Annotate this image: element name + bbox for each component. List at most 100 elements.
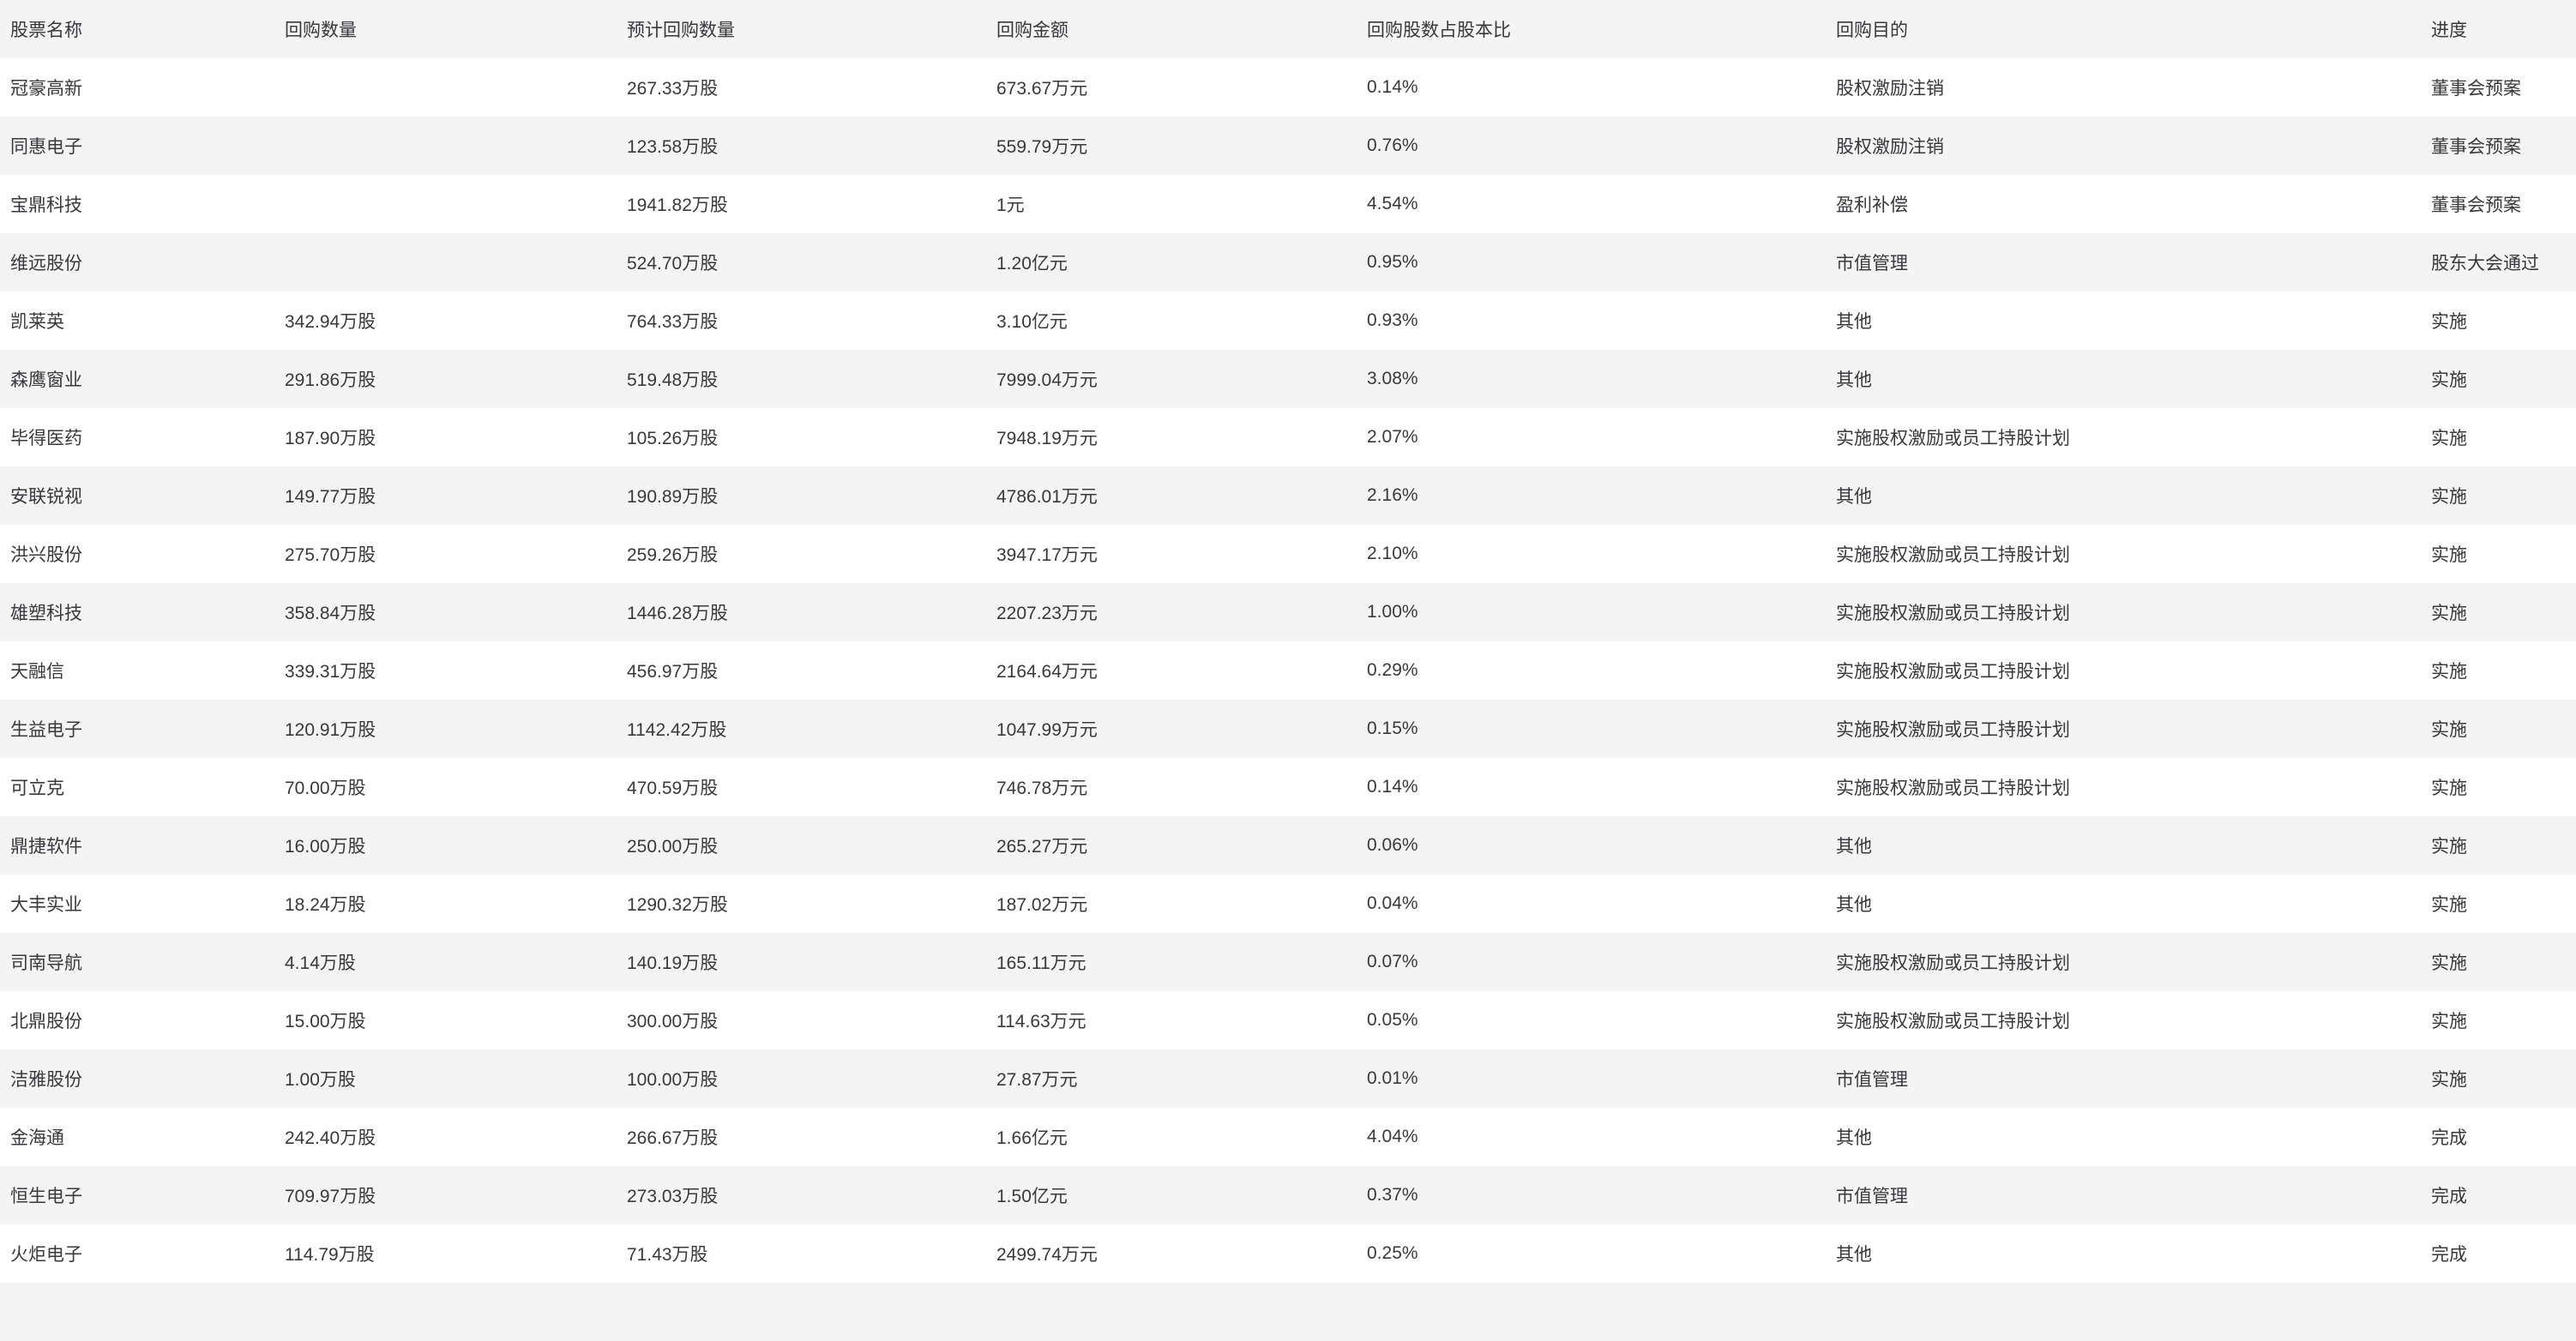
cell-planned-qty: 456.97万股 bbox=[627, 662, 719, 682]
stock-name-link[interactable]: 安联锐视 bbox=[10, 483, 82, 508]
cell-progress: 实施 bbox=[2431, 604, 2467, 623]
stock-name-link[interactable]: 洪兴股份 bbox=[10, 541, 82, 567]
cell-pct-of-equity: 0.93% bbox=[1367, 310, 1418, 330]
cell-purpose: 盈利补偿 bbox=[1836, 195, 1908, 215]
cell-buyback-qty: 342.94万股 bbox=[285, 312, 376, 332]
cell-planned-qty: 105.26万股 bbox=[627, 429, 719, 448]
cell-planned-qty: 123.58万股 bbox=[627, 137, 719, 157]
cell-purpose: 市值管理 bbox=[1836, 1187, 1908, 1206]
cell-purpose: 股权激励注销 bbox=[1836, 79, 1944, 99]
cell-purpose: 其他 bbox=[1836, 895, 1872, 915]
cell-planned-qty: 190.89万股 bbox=[627, 487, 719, 507]
stock-name-link[interactable]: 洁雅股份 bbox=[10, 1066, 82, 1091]
cell-progress: 实施 bbox=[2431, 779, 2467, 798]
cell-pct-of-equity: 2.16% bbox=[1367, 485, 1418, 505]
cell-progress: 实施 bbox=[2431, 837, 2467, 857]
cell-amount: 7948.19万元 bbox=[996, 429, 1098, 448]
cell-planned-qty: 524.70万股 bbox=[627, 254, 719, 274]
table-row: 天融信 339.31万股 456.97万股 2164.64万元 0.29% 实施… bbox=[0, 641, 2576, 700]
cell-purpose: 实施股权激励或员工持股计划 bbox=[1836, 662, 2070, 682]
table-row: 可立克 70.00万股 470.59万股 746.78万元 0.14% 实施股权… bbox=[0, 758, 2576, 816]
cell-purpose: 市值管理 bbox=[1836, 254, 1908, 274]
stock-name-link[interactable]: 恒生电子 bbox=[10, 1182, 82, 1208]
cell-amount: 3.10亿元 bbox=[996, 312, 1068, 332]
cell-pct-of-equity: 2.10% bbox=[1367, 544, 1418, 563]
cell-progress: 完成 bbox=[2431, 1245, 2467, 1265]
table-row-partial bbox=[0, 1283, 2576, 1341]
table-row: 同惠电子 123.58万股 559.79万元 0.76% 股权激励注销 董事会预… bbox=[0, 117, 2576, 175]
table-row: 洁雅股份 1.00万股 100.00万股 27.87万元 0.01% 市值管理 … bbox=[0, 1049, 2576, 1108]
cell-purpose: 实施股权激励或员工持股计划 bbox=[1836, 604, 2070, 623]
cell-amount: 7999.04万元 bbox=[996, 370, 1098, 390]
cell-buyback-qty: 4.14万股 bbox=[285, 953, 356, 973]
stock-name-link[interactable]: 森鹰窗业 bbox=[10, 366, 82, 392]
cell-planned-qty: 266.67万股 bbox=[627, 1128, 719, 1148]
cell-buyback-qty: 709.97万股 bbox=[285, 1187, 376, 1206]
cell-buyback-qty: 114.79万股 bbox=[285, 1245, 375, 1265]
cell-progress: 实施 bbox=[2431, 662, 2467, 682]
cell-amount: 27.87万元 bbox=[996, 1070, 1078, 1090]
stock-name-link[interactable]: 宝鼎科技 bbox=[10, 191, 82, 217]
stock-name-link[interactable]: 同惠电子 bbox=[10, 133, 82, 159]
stock-name-link[interactable]: 大丰实业 bbox=[10, 891, 82, 917]
stock-name-link[interactable]: 维远股份 bbox=[10, 250, 82, 275]
stock-name-link[interactable]: 可立克 bbox=[10, 774, 64, 800]
cell-amount: 673.67万元 bbox=[996, 79, 1088, 99]
stock-name-link[interactable]: 鼎捷软件 bbox=[10, 833, 82, 858]
cell-planned-qty: 250.00万股 bbox=[627, 837, 719, 857]
cell-planned-qty: 764.33万股 bbox=[627, 312, 719, 332]
cell-pct-of-equity: 0.04% bbox=[1367, 893, 1418, 913]
stock-name-link[interactable]: 火炬电子 bbox=[10, 1241, 82, 1266]
stock-name-link[interactable]: 雄塑科技 bbox=[10, 599, 82, 625]
cell-amount: 746.78万元 bbox=[996, 779, 1088, 798]
stock-name-link[interactable]: 冠豪高新 bbox=[10, 75, 82, 100]
cell-planned-qty: 100.00万股 bbox=[627, 1070, 719, 1090]
header-pct-of-equity: 回购股数占股本比 bbox=[1367, 21, 1511, 40]
stock-name-link[interactable]: 司南导航 bbox=[10, 949, 82, 975]
cell-amount: 1元 bbox=[996, 195, 1025, 215]
table-row: 森鹰窗业 291.86万股 519.48万股 7999.04万元 3.08% 其… bbox=[0, 350, 2576, 408]
cell-pct-of-equity: 0.01% bbox=[1367, 1068, 1418, 1088]
cell-purpose: 市值管理 bbox=[1836, 1070, 1908, 1090]
cell-pct-of-equity: 0.07% bbox=[1367, 952, 1418, 971]
table-row: 宝鼎科技 1941.82万股 1元 4.54% 盈利补偿 董事会预案 bbox=[0, 175, 2576, 233]
cell-purpose: 实施股权激励或员工持股计划 bbox=[1836, 779, 2070, 798]
cell-purpose: 其他 bbox=[1836, 370, 1872, 390]
cell-amount: 187.02万元 bbox=[996, 895, 1088, 915]
cell-purpose: 其他 bbox=[1836, 1245, 1872, 1265]
cell-buyback-qty: 120.91万股 bbox=[285, 720, 376, 740]
cell-buyback-qty: 358.84万股 bbox=[285, 604, 376, 623]
stock-name-link[interactable]: 毕得医药 bbox=[10, 424, 82, 450]
cell-amount: 2164.64万元 bbox=[996, 662, 1098, 682]
cell-pct-of-equity: 2.07% bbox=[1367, 427, 1418, 447]
table-row: 司南导航 4.14万股 140.19万股 165.11万元 0.07% 实施股权… bbox=[0, 933, 2576, 991]
cell-progress: 实施 bbox=[2431, 720, 2467, 740]
cell-amount: 165.11万元 bbox=[996, 953, 1086, 973]
cell-purpose: 其他 bbox=[1836, 837, 1872, 857]
cell-progress: 完成 bbox=[2431, 1187, 2467, 1206]
table-row: 雄塑科技 358.84万股 1446.28万股 2207.23万元 1.00% … bbox=[0, 583, 2576, 641]
cell-planned-qty: 300.00万股 bbox=[627, 1012, 719, 1031]
cell-pct-of-equity: 0.14% bbox=[1367, 77, 1418, 97]
cell-planned-qty: 1446.28万股 bbox=[627, 604, 728, 623]
cell-pct-of-equity: 4.54% bbox=[1367, 194, 1418, 213]
cell-buyback-qty: 187.90万股 bbox=[285, 429, 376, 448]
cell-pct-of-equity: 0.06% bbox=[1367, 835, 1418, 855]
cell-amount: 1.50亿元 bbox=[996, 1187, 1068, 1206]
stock-name-link[interactable]: 天融信 bbox=[10, 658, 64, 683]
cell-planned-qty: 1290.32万股 bbox=[627, 895, 728, 915]
cell-progress: 实施 bbox=[2431, 370, 2467, 390]
cell-planned-qty: 519.48万股 bbox=[627, 370, 719, 390]
stock-name-link[interactable]: 生益电子 bbox=[10, 716, 82, 742]
cell-progress: 完成 bbox=[2431, 1128, 2467, 1148]
stock-name-link[interactable]: 凯莱英 bbox=[10, 308, 64, 334]
stock-name-link[interactable]: 北鼎股份 bbox=[10, 1007, 82, 1033]
header-amount: 回购金额 bbox=[996, 21, 1068, 40]
cell-amount: 4786.01万元 bbox=[996, 487, 1098, 507]
table-row: 维远股份 524.70万股 1.20亿元 0.95% 市值管理 股东大会通过 bbox=[0, 233, 2576, 292]
stock-name-link[interactable]: 金海通 bbox=[10, 1124, 64, 1150]
cell-purpose: 实施股权激励或员工持股计划 bbox=[1836, 720, 2070, 740]
cell-pct-of-equity: 0.29% bbox=[1367, 660, 1418, 680]
cell-progress: 董事会预案 bbox=[2431, 79, 2521, 99]
cell-planned-qty: 267.33万股 bbox=[627, 79, 719, 99]
